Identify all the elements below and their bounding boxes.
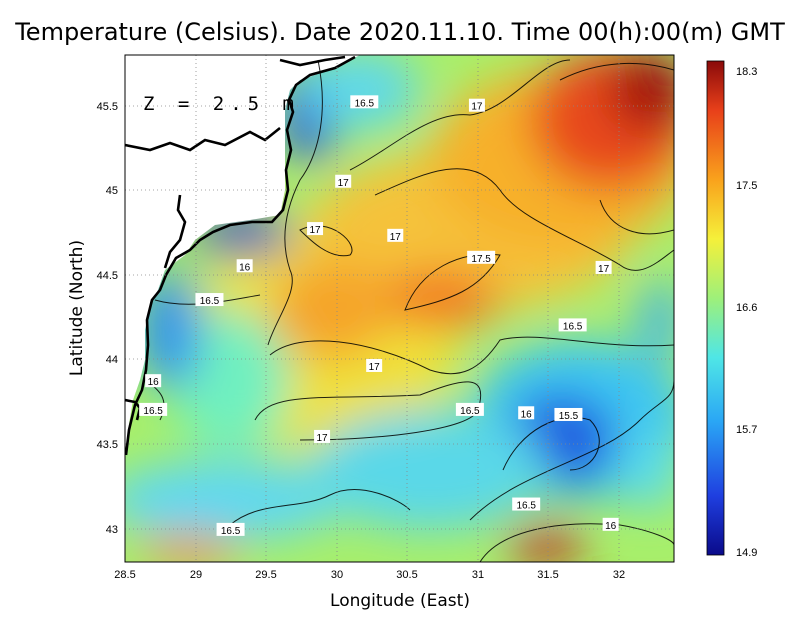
map-title: Temperature (Celsius). Date 2020.11.10. … [14, 18, 785, 46]
x-tick: 30 [331, 569, 343, 581]
y-tick: 43 [106, 524, 118, 536]
contour-label: 17 [598, 264, 610, 275]
contour-label-bg [236, 259, 253, 273]
contour-label-bg [468, 98, 485, 112]
contour-label-bg [335, 174, 352, 188]
contour-label-bg [455, 402, 484, 416]
contour-label-bg [512, 497, 541, 511]
contour-label-bg [602, 517, 619, 531]
colorbar-tick: 15.7 [736, 424, 757, 436]
contour-label: 15.5 [559, 411, 579, 422]
contour-label: 17.5 [471, 254, 491, 265]
x-tick: 32 [613, 569, 625, 581]
contour-label: 16.5 [221, 526, 241, 537]
contour-label-bg [387, 228, 404, 242]
colorbar: 18.3 17.5 16.6 15.7 14.9 [706, 60, 757, 559]
y-tick: 45 [106, 185, 118, 197]
land-area [125, 55, 360, 460]
contour-lines [144, 59, 674, 562]
x-axis-label: Longitude (East) [330, 591, 470, 611]
plot-frame [124, 54, 675, 563]
y-axis-ticks: 43 43.5 44 44.5 45 45.5 [97, 101, 118, 536]
x-tick: 31.5 [537, 569, 558, 581]
colorbar-scale [706, 60, 725, 556]
contour-label: 17 [369, 362, 381, 373]
x-tick: 30.5 [396, 569, 417, 581]
grid-lines [125, 55, 674, 562]
contour-label-bg [145, 374, 162, 388]
contour-label: 16.5 [200, 296, 220, 307]
contour-label: 16 [605, 521, 617, 532]
contour-label-bg [307, 222, 324, 236]
colorbar-tick: 16.6 [736, 302, 757, 314]
contour-label: 17 [390, 232, 402, 243]
y-tick: 44 [106, 354, 118, 366]
x-tick: 29.5 [255, 569, 276, 581]
contour-label-bg [558, 318, 587, 332]
contour-label-bg [366, 358, 383, 372]
x-tick: 31 [472, 569, 484, 581]
contour-label-bg [216, 522, 245, 536]
contour-label: 17 [338, 178, 350, 189]
contour-label-bg [314, 429, 331, 443]
contour-label-bg [139, 402, 168, 416]
contour-label-bg [350, 95, 379, 109]
contour-label: 17 [309, 225, 321, 236]
contour-label-bg [595, 260, 612, 274]
contour-label: 16.5 [563, 321, 583, 332]
y-tick: 43.5 [97, 439, 118, 451]
x-axis-ticks: 28.5 29 29.5 30 30.5 31 31.5 32 [114, 569, 625, 581]
contour-label: 16 [521, 409, 533, 420]
contour-label-bg [467, 250, 496, 264]
coastline [125, 55, 356, 456]
contour-label: 17 [317, 433, 329, 444]
contour-label: 16.5 [516, 501, 536, 512]
y-tick: 45.5 [97, 101, 118, 113]
y-axis-label: Latitude (North) [67, 240, 87, 376]
temperature-field: 16.5 17 17 17 17 17.5 17 16 16.5 16.5 17 16 16.5 16.5… [125, 55, 674, 562]
x-tick: 29 [190, 569, 202, 581]
contour-label: 16.5 [355, 98, 375, 109]
contour-label-bg [518, 406, 535, 420]
colorbar-tick: 14.9 [736, 547, 757, 559]
contour-label: 16.5 [143, 406, 163, 417]
colorbar-tick: 18.3 [736, 66, 757, 78]
contour-label: 16 [148, 377, 160, 388]
contour-label: 17 [471, 102, 483, 113]
contour-label-bg [195, 293, 224, 307]
contour-label: 16 [239, 262, 251, 273]
x-tick: 28.5 [114, 569, 135, 581]
y-tick: 44.5 [97, 270, 118, 282]
contour-label-bg [554, 407, 583, 421]
depth-label: Z = 2.5 m [143, 93, 300, 115]
colorbar-tick: 17.5 [736, 180, 757, 192]
contour-label: 16.5 [460, 406, 480, 417]
contour-labels: 16.5 17 17 17 17 17.5 17 16 16.5 16.5 17 16 16.5 16.5… [139, 95, 619, 537]
